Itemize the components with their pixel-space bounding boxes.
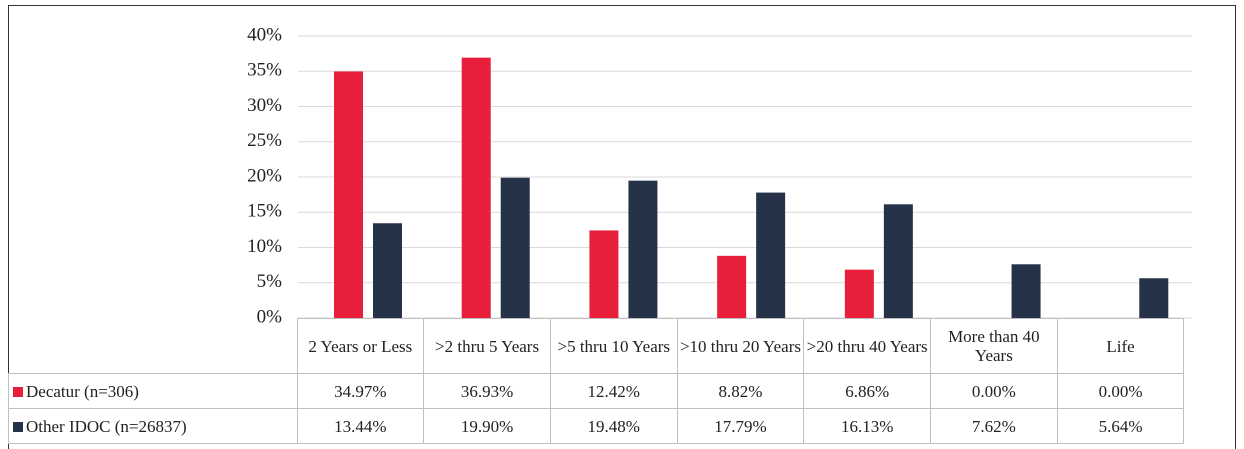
value-label: 16.13% — [803, 408, 932, 444]
bar — [717, 255, 747, 318]
legend-cell: Decatur (n=306) — [8, 373, 298, 409]
category-label: >20 thru 40 Years — [803, 318, 932, 374]
value-label: 36.93% — [423, 373, 551, 409]
value-label: 19.90% — [423, 408, 551, 444]
value-label: 34.97% — [296, 373, 425, 409]
y-tick-label: 30% — [247, 95, 282, 116]
value-label: 19.48% — [549, 408, 678, 444]
legend-label: Other IDOC (n=26837) — [26, 416, 187, 436]
category-label: More than 40 Years — [930, 318, 1058, 374]
legend-cell: Other IDOC (n=26837) — [8, 408, 298, 444]
corner-cell — [8, 318, 298, 374]
header-row: 2 Years or Less >2 thru 5 Years >5 thru 10… — [8, 318, 1185, 374]
legend-key — [13, 386, 23, 397]
y-tick-label: 25% — [247, 130, 282, 151]
y-tick-label: 20% — [247, 165, 282, 186]
frame — [8, 5, 1236, 449]
bar — [461, 57, 491, 319]
value-label: 17.79% — [676, 408, 805, 444]
category-label: >2 thru 5 Years — [423, 318, 551, 374]
series-row: Decatur (n=306) 34.97% 36.93% 12.42% 8.82% 6.… — [8, 373, 1185, 409]
value-label: 13.44% — [296, 408, 425, 444]
value-label: 12.42% — [549, 373, 678, 409]
bar — [628, 180, 658, 318]
value-label: 8.82% — [676, 373, 805, 409]
bar — [500, 177, 530, 318]
y-tick-label: 35% — [247, 60, 282, 81]
category-label: >10 thru 20 Years — [676, 318, 805, 374]
bar — [334, 71, 363, 318]
bar — [883, 204, 913, 318]
legend-label: Decatur (n=306) — [26, 381, 139, 401]
bar — [373, 223, 402, 318]
value-label: 5.64% — [1056, 408, 1185, 444]
legend-key — [13, 421, 23, 432]
y-tick-label: 5% — [257, 271, 283, 292]
bar — [844, 269, 874, 318]
data-table: 2 Years or Less >2 thru 5 Years >5 thru 10… — [8, 318, 1185, 444]
y-tick-label: 15% — [247, 201, 282, 222]
y-tick-label: 10% — [247, 236, 282, 257]
value-label: 7.62% — [930, 408, 1058, 444]
bar — [1011, 264, 1041, 318]
category-label: >5 thru 10 Years — [549, 318, 678, 374]
bar — [1139, 278, 1169, 318]
category-label: Life — [1056, 318, 1185, 374]
value-label: 0.00% — [1056, 373, 1185, 409]
category-label: 2 Years or Less — [296, 318, 425, 374]
value-label: 6.86% — [803, 373, 932, 409]
series-row: Other IDOC (n=26837) 13.44% 19.90% 19.48% 17… — [8, 408, 1185, 444]
bar — [589, 230, 619, 318]
value-label: 0.00% — [930, 373, 1058, 409]
y-tick-label: 40% — [247, 24, 282, 45]
bar — [756, 192, 786, 318]
